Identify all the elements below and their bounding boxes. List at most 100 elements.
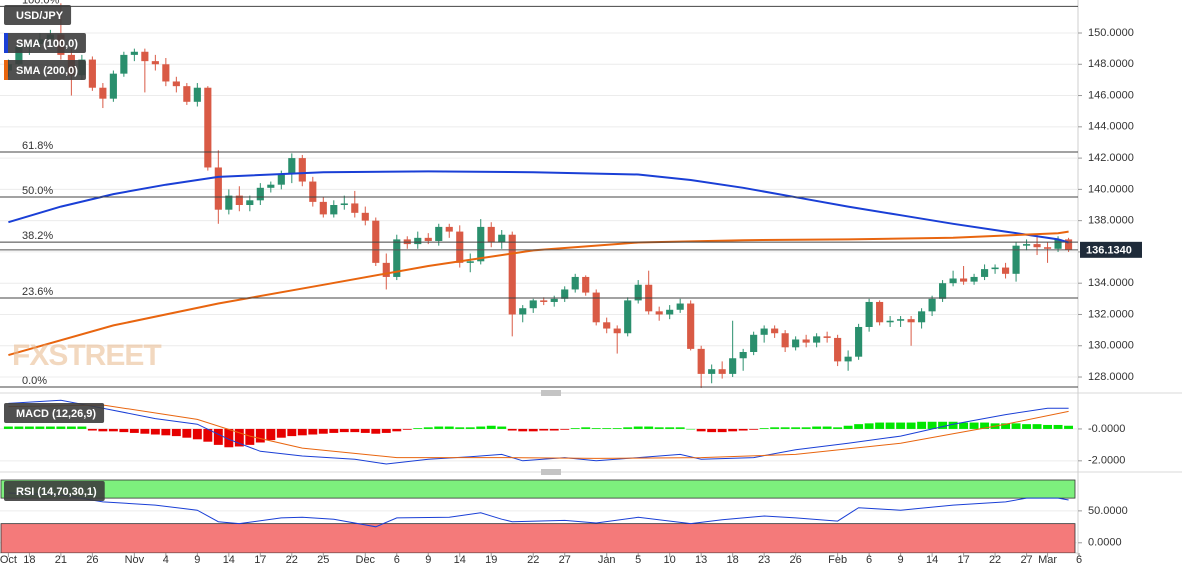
fib-label: 38.2%	[22, 230, 53, 242]
histogram-bar	[728, 428, 738, 432]
histogram-bar	[896, 422, 906, 429]
histogram-bar	[602, 428, 612, 429]
histogram-bar	[297, 428, 307, 436]
legend-swatch	[4, 33, 8, 53]
candle-body	[519, 308, 527, 315]
histogram-bar	[948, 421, 958, 429]
x-tick-label: Mar	[1038, 554, 1057, 566]
candle-body	[361, 212, 369, 221]
legend-box	[4, 60, 86, 80]
histogram-bar	[906, 422, 916, 429]
indicator-line	[8, 230, 1069, 357]
candle-body	[823, 336, 831, 338]
histogram-bar	[707, 428, 717, 433]
candle-body	[319, 201, 327, 215]
histogram-bar	[644, 426, 654, 429]
candle-body	[1054, 239, 1062, 249]
histogram-bar	[696, 428, 706, 432]
candle-body	[487, 226, 495, 243]
histogram-bar	[969, 422, 979, 429]
histogram-bar	[392, 428, 402, 432]
candle-body	[456, 231, 464, 263]
histogram-bar	[465, 427, 475, 429]
candle-body	[246, 200, 254, 206]
legend-text: RSI (14,70,30,1)	[16, 486, 97, 498]
legend-item: MACD (12,26,9)	[4, 403, 105, 423]
y-tick-label: 130.0000	[1088, 340, 1134, 352]
histogram-bar	[612, 428, 622, 429]
histogram-bar	[455, 427, 465, 429]
candle-body	[760, 328, 768, 335]
histogram-bar	[182, 428, 192, 438]
candle-body	[277, 173, 285, 185]
legend-swatch	[4, 60, 8, 80]
histogram-bar	[140, 428, 150, 434]
histogram-bar	[371, 428, 381, 434]
candle-body	[771, 328, 779, 334]
candle-body	[298, 158, 306, 182]
candle-body	[330, 205, 338, 215]
histogram-bar	[539, 428, 549, 431]
x-tick-label: 26	[86, 554, 98, 566]
candle-body	[603, 322, 611, 329]
candle-body	[183, 86, 191, 102]
x-tick-label: 6	[1076, 554, 1082, 566]
histogram-bar	[98, 428, 108, 432]
histogram-bar	[381, 428, 391, 433]
histogram-bar	[318, 428, 328, 434]
histogram-bar	[203, 428, 213, 442]
y-tick-label: 0.0000	[1088, 537, 1122, 549]
candle-body	[655, 311, 663, 315]
plot-area	[0, 479, 1078, 553]
x-tick-label: 4	[163, 554, 169, 566]
candle-body	[382, 262, 390, 277]
histogram-bar	[759, 428, 769, 429]
x-tick-label: 17	[957, 554, 969, 566]
legend-box	[4, 481, 105, 501]
legend-item: USD/JPY	[4, 5, 72, 25]
candle-body	[172, 81, 180, 87]
histogram-bar	[822, 426, 832, 429]
candle-body	[939, 283, 947, 299]
x-tick-label: 23	[758, 554, 770, 566]
histogram-bar	[108, 428, 118, 432]
histogram-bar	[129, 428, 139, 433]
legend-item: SMA (100,0)	[4, 33, 86, 53]
legend-item: SMA (200,0)	[4, 60, 86, 80]
histogram-bar	[717, 428, 727, 433]
candle-body	[424, 237, 432, 241]
histogram-bar	[497, 426, 507, 429]
candle-body	[393, 239, 401, 277]
histogram-bar	[329, 428, 339, 433]
histogram-bar	[875, 422, 885, 429]
histogram-bar	[770, 427, 780, 429]
x-tick-label: Oct	[0, 554, 17, 566]
histogram-bar	[528, 428, 538, 432]
histogram-bar	[854, 424, 864, 429]
candle-body	[718, 369, 726, 374]
histogram-bar	[486, 425, 496, 429]
resize-handle[interactable]	[541, 390, 561, 396]
legend-box	[4, 5, 72, 25]
candle-body	[1002, 267, 1010, 274]
candle-body	[907, 319, 915, 323]
candle-body	[928, 298, 936, 312]
histogram-bar	[56, 426, 66, 429]
histogram-bar	[1022, 424, 1032, 429]
histogram-bar	[980, 422, 990, 429]
histogram-bar	[192, 428, 202, 440]
histogram-bar	[738, 428, 748, 431]
candle-body	[1064, 239, 1073, 250]
candle-body	[624, 300, 632, 334]
histogram-bar	[570, 428, 580, 429]
x-tick-label: 22	[527, 554, 539, 566]
candle-body	[949, 278, 957, 284]
resize-handle[interactable]	[541, 469, 561, 475]
histogram-bar	[833, 427, 843, 429]
histogram-bar	[749, 428, 759, 430]
x-tick-label: 6	[866, 554, 872, 566]
x-tick-label: 5	[635, 554, 641, 566]
candle-body	[981, 269, 989, 277]
histogram-bar	[1064, 425, 1074, 429]
